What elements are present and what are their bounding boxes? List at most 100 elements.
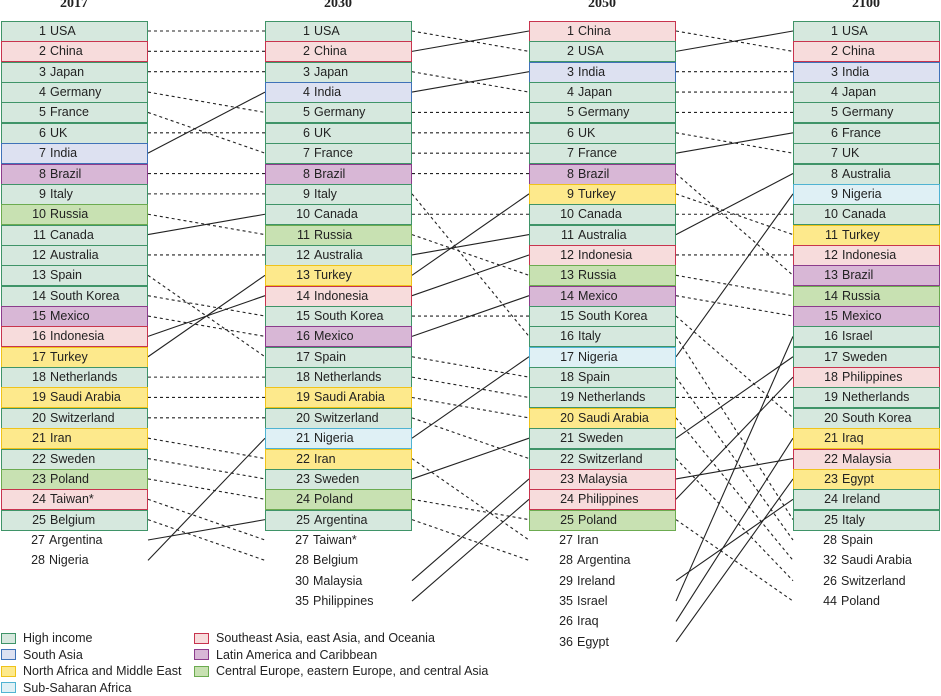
rank-number: 3	[794, 63, 838, 82]
country-name: Brazil	[50, 167, 81, 181]
rank-number: 20	[530, 409, 574, 428]
country-name: Sweden	[578, 431, 623, 445]
rank-number: 10	[266, 205, 310, 224]
rank-number: 4	[530, 83, 574, 102]
rank-number: 18	[794, 368, 838, 387]
country-name: Ireland	[577, 574, 615, 588]
rank-number: 12	[530, 246, 574, 265]
country-name: Saudi Arabia	[314, 390, 385, 404]
country-name: Malaysia	[313, 574, 362, 588]
rank-number: 16	[794, 327, 838, 346]
rank-number: 24	[530, 490, 574, 509]
rank-number: 17	[794, 348, 838, 367]
country-name: Russia	[50, 207, 88, 221]
country-name: Poland	[578, 513, 617, 527]
country-name: Switzerland	[578, 452, 643, 466]
country-name: USA	[842, 24, 868, 38]
rank-number: 15	[530, 307, 574, 326]
rank-number: 20	[266, 409, 310, 428]
rank-link-argentina	[148, 520, 265, 540]
rank-number: 25	[794, 511, 838, 530]
rank-number: 18	[530, 368, 574, 387]
legend-item-nam: North Africa and Middle East	[1, 663, 181, 680]
rank-number: 16	[266, 327, 310, 346]
rank-link-australia	[412, 235, 529, 255]
rank-link-philippines	[412, 499, 529, 601]
country-name: Switzerland	[314, 411, 379, 425]
country-name: Japan	[314, 65, 348, 79]
rank-number: 7	[530, 144, 574, 163]
rank-number: 10	[2, 205, 46, 224]
rank-number: 14	[2, 287, 46, 306]
rank-link-nigeria	[676, 194, 793, 357]
rank-number: 35	[529, 591, 573, 611]
country-name: Iran	[50, 431, 72, 445]
country-name: Brazil	[842, 268, 873, 282]
country-name: Germany	[842, 105, 893, 119]
country-name: Canada	[842, 207, 886, 221]
country-name: Australia	[314, 248, 363, 262]
legend-label: Central Europe, eastern Europe, and cent…	[216, 663, 488, 680]
rank-number: 20	[794, 409, 838, 428]
rank-number: 22	[2, 450, 46, 469]
country-name: Germany	[578, 105, 629, 119]
rank-number: 27	[1, 530, 45, 550]
country-name: Nigeria	[314, 431, 354, 445]
legend-label: South Asia	[23, 647, 83, 664]
country-name: Indonesia	[50, 329, 104, 343]
rank-number: 2	[266, 42, 310, 61]
rank-number: 35	[265, 591, 309, 611]
rank-link-turkey	[676, 194, 793, 235]
country-name: Turkey	[842, 228, 880, 242]
country-name: Australia	[50, 248, 99, 262]
rank-number: 2	[530, 42, 574, 61]
column-year-2017: 2017	[1, 0, 147, 12]
country-name: Netherlands	[314, 370, 381, 384]
country-name: France	[842, 126, 881, 140]
rank-number: 28	[529, 550, 573, 570]
country-name: Saudi Arabia	[50, 390, 121, 404]
country-name: Ireland	[842, 492, 880, 506]
rank-link-saudi-arabia	[676, 418, 793, 561]
ranked-country-row: 19 Saudi Arabia	[1, 387, 148, 408]
legend-swatch	[194, 633, 209, 644]
rank-link-nigeria	[148, 438, 265, 560]
rank-number: 4	[2, 83, 46, 102]
country-name: Japan	[842, 85, 876, 99]
rank-number: 13	[266, 266, 310, 285]
rank-number: 17	[266, 348, 310, 367]
rank-link-russia	[676, 275, 793, 295]
legend-item-sa: South Asia	[1, 647, 181, 664]
rank-link-switzerland	[412, 418, 529, 459]
rank-number: 19	[2, 388, 46, 407]
rank-number: 5	[794, 103, 838, 122]
rank-number: 6	[266, 124, 310, 143]
rank-link-mexico	[676, 296, 793, 316]
rank-link-sweden	[412, 438, 529, 479]
country-name: China	[842, 44, 875, 58]
legend-label: North Africa and Middle East	[23, 663, 181, 680]
country-name: Japan	[50, 65, 84, 79]
country-name: Japan	[578, 85, 612, 99]
rank-number: 5	[2, 103, 46, 122]
rank-number: 29	[529, 571, 573, 591]
